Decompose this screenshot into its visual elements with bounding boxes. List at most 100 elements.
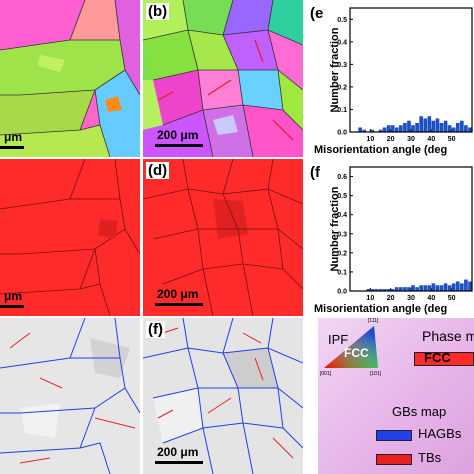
- scale-bar-a-line: [0, 146, 24, 149]
- scale-bar-f-label: 200 μm: [157, 445, 199, 459]
- histogram-bar: [394, 127, 399, 132]
- histogram-bar: [443, 120, 448, 132]
- ipf-corner-001: [001]: [320, 371, 332, 377]
- ipf-title: IPF: [328, 332, 349, 347]
- x-tick-label: 40: [427, 136, 435, 143]
- scale-bar-b-label: 200 μm: [157, 128, 199, 142]
- histogram-bar: [419, 285, 423, 291]
- histogram-bar: [468, 281, 472, 291]
- histogram-bar: [390, 289, 395, 291]
- histogram-bar: [439, 285, 444, 291]
- histogram-bar: [455, 122, 460, 132]
- histogram-bar: [403, 287, 407, 291]
- histogram-bar: [378, 129, 383, 132]
- tbs-swatch: [376, 454, 412, 465]
- histogram-bar: [460, 283, 464, 291]
- histogram-panel-e1: (e 0.0 0.1 0.2 0.3 0.4 0.5 10 20 30 40 50 Number fra…: [306, 0, 474, 157]
- gb-map-f-image: [143, 318, 303, 474]
- panel-f-label: (f): [146, 321, 165, 338]
- gb-map-e-image: [0, 318, 140, 474]
- y-tick-label: 0.4: [337, 212, 347, 219]
- y-tick-label: 0.1: [337, 269, 347, 276]
- y-tick-label: 0.5: [337, 193, 347, 200]
- x-tick-label: 50: [448, 136, 456, 143]
- gbs-title: GBs map: [392, 404, 447, 419]
- x-axis-label: Misorientation angle (deg: [314, 144, 447, 156]
- hagbs-label: HAGBs: [418, 426, 462, 441]
- panel-b-label: (b): [146, 3, 170, 20]
- histogram-bar: [419, 116, 423, 132]
- legend-panel: IPF FCC [111] [001] [101] Phase m FCC GB…: [318, 318, 474, 474]
- histogram-bar: [374, 289, 379, 291]
- phase-map-title: Phase m: [422, 328, 474, 344]
- ipf-map-panel-b: (b) 200 μm: [143, 0, 303, 157]
- x-tick-label: 10: [366, 295, 374, 302]
- histogram-bar: [378, 289, 383, 291]
- histogram-bar: [431, 283, 436, 291]
- tbs-label: TBs: [418, 450, 442, 465]
- scale-bar-d: 200 μm: [153, 287, 233, 315]
- x-tick-label: 30: [407, 136, 415, 143]
- y-tick-label: 0.4: [337, 39, 347, 46]
- ipf-corner-101: [101]: [370, 371, 382, 377]
- histogram-bar: [407, 287, 411, 291]
- histogram-bar: [427, 116, 432, 132]
- histogram-bar: [366, 289, 371, 291]
- histogram-bar: [399, 125, 403, 132]
- phase-swatch-label: FCC: [424, 350, 451, 365]
- scale-bar-f: 200 μm: [153, 445, 233, 473]
- y-tick-label: 0.5: [337, 17, 347, 24]
- scale-bar-a: μm: [0, 130, 60, 156]
- phase-map-panel-c: μm: [0, 159, 140, 316]
- y-tick-label: 0.0: [337, 289, 347, 296]
- scale-bar-b: 200 μm: [153, 128, 233, 156]
- gb-map-panel-f: (f) 200 μm: [143, 318, 303, 474]
- panel-e1-label: (e: [310, 5, 323, 22]
- histogram-e1: (e 0.0 0.1 0.2 0.3 0.4 0.5 10 20 30 40 50 Number fra…: [310, 5, 473, 156]
- histogram-panel-f1: (f 0.0 0.1 0.2 0.3 0.4 0.5 0.6 10 20 30 40 50 Number …: [306, 159, 474, 316]
- histogram-f1: (f 0.0 0.1 0.2 0.3 0.4 0.5 0.6 10 20 30 40 50 Number …: [310, 164, 473, 315]
- histogram-bar: [411, 285, 415, 291]
- histogram-bar: [460, 120, 464, 132]
- histogram-bar: [435, 118, 440, 132]
- histogram-bar: [370, 129, 375, 132]
- ipf-map-b-image: [143, 0, 303, 157]
- x-tick-label: 30: [407, 295, 415, 302]
- histogram-bar: [403, 122, 407, 132]
- histogram-bar: [382, 127, 387, 132]
- y-tick-label: 0.3: [337, 231, 347, 238]
- histogram-bar: [358, 127, 362, 132]
- ipf-map-panel-a: μm: [0, 0, 140, 157]
- ipf-phase-label: FCC: [344, 346, 369, 360]
- y-tick-label: 0.3: [337, 62, 347, 69]
- histogram-bar: [447, 285, 452, 291]
- scale-bar-c: μm: [0, 289, 60, 315]
- histogram-bar: [455, 281, 460, 291]
- histogram-bar: [464, 125, 468, 132]
- histogram-bar: [451, 283, 456, 291]
- y-tick-label: 0.2: [337, 250, 347, 257]
- histogram-bar: [447, 125, 452, 132]
- scale-bar-d-line: [155, 303, 203, 306]
- histogram-bar: [415, 287, 419, 291]
- scale-bar-c-line: [0, 305, 24, 308]
- histogram-bar: [399, 287, 403, 291]
- phase-map-c-image: [0, 159, 140, 316]
- x-tick-label: 20: [387, 136, 395, 143]
- histogram-bar: [431, 120, 436, 132]
- y-axis-label: Number fraction: [329, 186, 341, 271]
- plot-frame: [349, 166, 473, 292]
- x-tick-label: 10: [366, 136, 374, 143]
- histogram-bar: [427, 285, 432, 291]
- x-axis-label: Misorientation angle (deg: [314, 303, 447, 315]
- histogram-bar: [411, 125, 415, 132]
- y-axis-label: Number fraction: [329, 27, 341, 112]
- histogram-bar: [451, 127, 456, 132]
- scale-bar-c-label: μm: [4, 289, 23, 303]
- gb-map-panel-e: [0, 318, 140, 474]
- histogram-bar: [423, 285, 428, 291]
- histogram-bar: [407, 120, 411, 132]
- histogram-bar: [382, 289, 387, 291]
- scale-bar-f-line: [155, 461, 203, 464]
- histogram-bar: [443, 283, 448, 291]
